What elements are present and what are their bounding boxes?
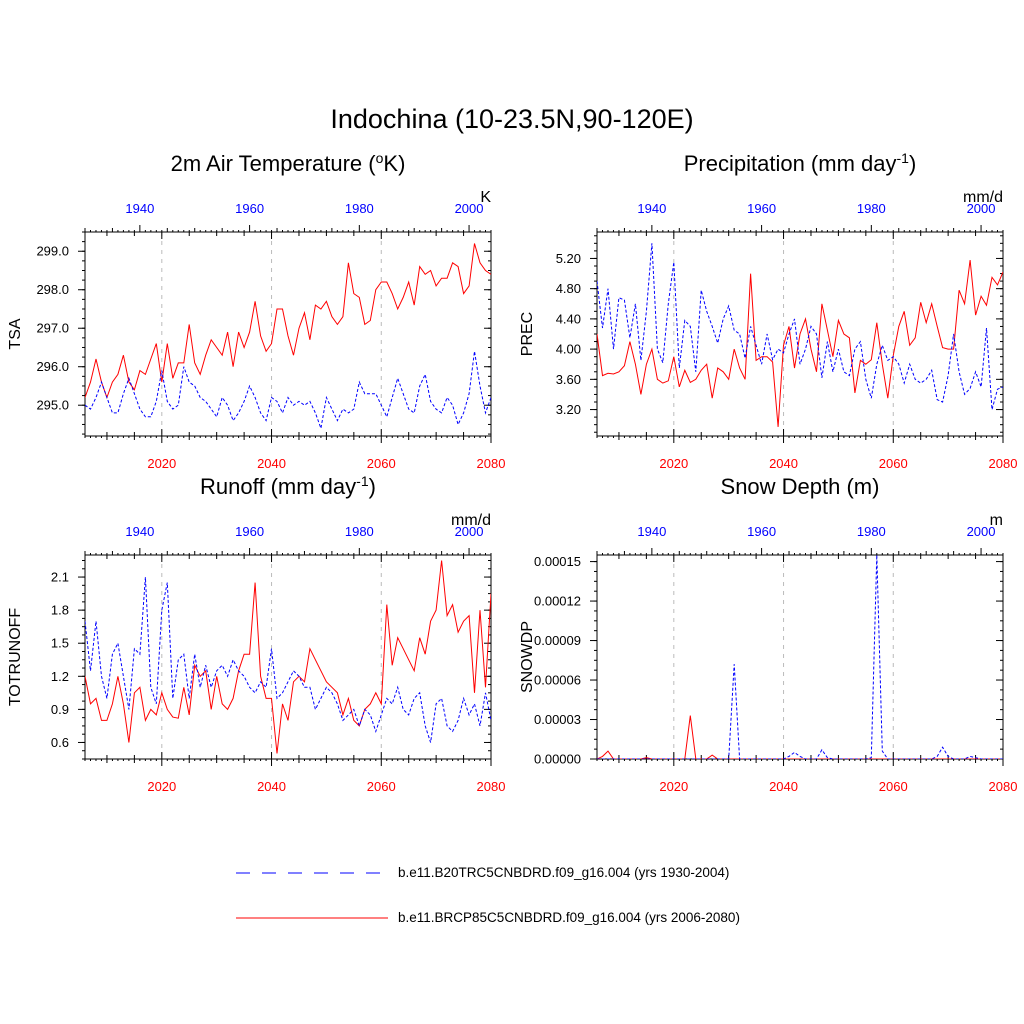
x-tick-label-bottom: 2040 (769, 779, 798, 794)
panel-title-main: Precipitation (mm day (684, 151, 897, 176)
panel-title-superscript: -1 (896, 150, 909, 166)
x-tick-label-bottom: 2040 (769, 456, 798, 471)
x-tick-label-top: 1980 (345, 201, 374, 216)
series-historical-line (85, 351, 491, 431)
series-future-line (597, 715, 1003, 759)
x-tick-label-bottom: 2060 (879, 779, 908, 794)
x-tick-label-top: 1960 (235, 201, 264, 216)
y-tick-label: 4.80 (556, 281, 581, 296)
x-tick-label-bottom: 2080 (989, 456, 1018, 471)
x-tick-label-top: 2000 (967, 201, 996, 216)
y-axis-label: TOTRUNOFF (7, 608, 24, 707)
y-tick-label: 298.0 (36, 282, 69, 297)
series-future-line (85, 243, 491, 399)
x-tick-label-bottom: 2080 (989, 779, 1018, 794)
y-tick-label: 297.0 (36, 321, 69, 336)
y-axis-label: TSA (7, 318, 24, 349)
panel-title: Precipitation (mm day-1) (684, 150, 917, 176)
panel-precipitation: Precipitation (mm day-1) mm/d PREC 2020 2040… (519, 150, 1017, 471)
y-tick-label: 4.40 (556, 311, 581, 326)
x-tick-label-top: 1960 (747, 201, 776, 216)
y-tick-label: 1.8 (51, 603, 69, 618)
y-tick-label: 4.00 (556, 342, 581, 357)
y-tick-label: 0.00000 (534, 752, 581, 767)
x-tick-label-bottom: 2080 (477, 779, 506, 794)
x-tick-label-bottom: 2060 (367, 779, 396, 794)
y-axis-label: SNOWDP (519, 621, 536, 693)
x-tick-label-bottom: 2040 (257, 456, 286, 471)
x-tick-label-top: 2000 (455, 201, 484, 216)
x-tick-label-top: 1940 (125, 524, 154, 539)
x-tick-label-bottom: 2020 (659, 779, 688, 794)
units-label: m (990, 512, 1003, 529)
y-tick-label: 0.00012 (534, 594, 581, 609)
y-tick-label: 0.00006 (534, 673, 581, 688)
x-tick-label-top: 1980 (857, 201, 886, 216)
x-tick-label-bottom: 2060 (367, 456, 396, 471)
x-tick-label-top: 2000 (455, 524, 484, 539)
y-tick-label: 299.0 (36, 244, 69, 259)
panel-runoff: Runoff (mm day-1) mm/d TOTRUNOFF 2020 2040 20… (7, 473, 505, 794)
y-tick-label: 2.1 (51, 570, 69, 585)
y-tick-label: 296.0 (36, 359, 69, 374)
x-tick-label-top: 2000 (967, 524, 996, 539)
panel-title-end: K) (383, 151, 405, 176)
panel-title: 2m Air Temperature (oK) (171, 150, 406, 176)
legend: b.e11.B20TRC5CNBDRD.f09_g16.004 (yrs 193… (236, 865, 740, 925)
panel-title-superscript: -1 (356, 473, 369, 489)
x-tick-label-bottom: 2020 (659, 456, 688, 471)
x-tick-label-top: 1980 (857, 524, 886, 539)
panel-title-end: ) (909, 151, 916, 176)
x-tick-label-bottom: 2020 (147, 779, 176, 794)
x-tick-label-top: 1940 (637, 201, 666, 216)
panel-title-main: Runoff (mm day (200, 474, 356, 499)
y-tick-label: 3.20 (556, 402, 581, 417)
legend-label-future: b.e11.BRCP85C5CNBDRD.f09_g16.004 (yrs 20… (398, 910, 740, 925)
x-tick-label-bottom: 2080 (477, 456, 506, 471)
panel-title-main: Snow Depth (m) (721, 474, 880, 499)
x-tick-label-top: 1960 (235, 524, 264, 539)
y-tick-label: 0.00015 (534, 554, 581, 569)
y-tick-label: 1.5 (51, 636, 69, 651)
series-future-line (85, 560, 491, 754)
panel-title-superscript: o (376, 150, 384, 166)
y-tick-label: 3.60 (556, 372, 581, 387)
panel-title-main: 2m Air Temperature ( (171, 151, 377, 176)
panel-snow-depth: Snow Depth (m) m SNOWDP 2020 2040 2060 2080 194… (519, 474, 1017, 794)
y-tick-label: 0.00003 (534, 712, 581, 727)
y-axis-label: PREC (519, 312, 536, 356)
legend-label-historical: b.e11.B20TRC5CNBDRD.f09_g16.004 (yrs 193… (398, 865, 729, 880)
units-label: mm/d (451, 512, 491, 529)
x-tick-label-top: 1960 (747, 524, 776, 539)
main-title: Indochina (10-23.5N,90-120E) (330, 104, 693, 134)
plot-frame (596, 554, 1004, 760)
y-tick-label: 0.00009 (534, 633, 581, 648)
y-tick-label: 0.6 (51, 735, 69, 750)
x-tick-label-bottom: 2020 (147, 456, 176, 471)
series-historical-line (85, 577, 491, 743)
x-tick-label-bottom: 2040 (257, 779, 286, 794)
panel-air-temperature: 2m Air Temperature (oK) K TSA 2020 2040 2060 2… (7, 150, 505, 471)
y-tick-label: 5.20 (556, 251, 581, 266)
series-historical-line (597, 555, 1003, 759)
series-future-line (597, 259, 1003, 427)
units-label: mm/d (963, 189, 1003, 206)
x-tick-label-top: 1980 (345, 524, 374, 539)
y-tick-label: 0.9 (51, 702, 69, 717)
y-tick-label: 1.2 (51, 669, 69, 684)
y-tick-label: 295.0 (36, 398, 69, 413)
panel-title: Snow Depth (m) (721, 474, 880, 499)
panel-title-end: ) (369, 474, 376, 499)
units-label: K (480, 189, 491, 206)
x-tick-label-top: 1940 (125, 201, 154, 216)
x-tick-label-top: 1940 (637, 524, 666, 539)
panel-title: Runoff (mm day-1) (200, 473, 376, 499)
series-historical-line (597, 243, 1003, 410)
x-tick-label-bottom: 2060 (879, 456, 908, 471)
